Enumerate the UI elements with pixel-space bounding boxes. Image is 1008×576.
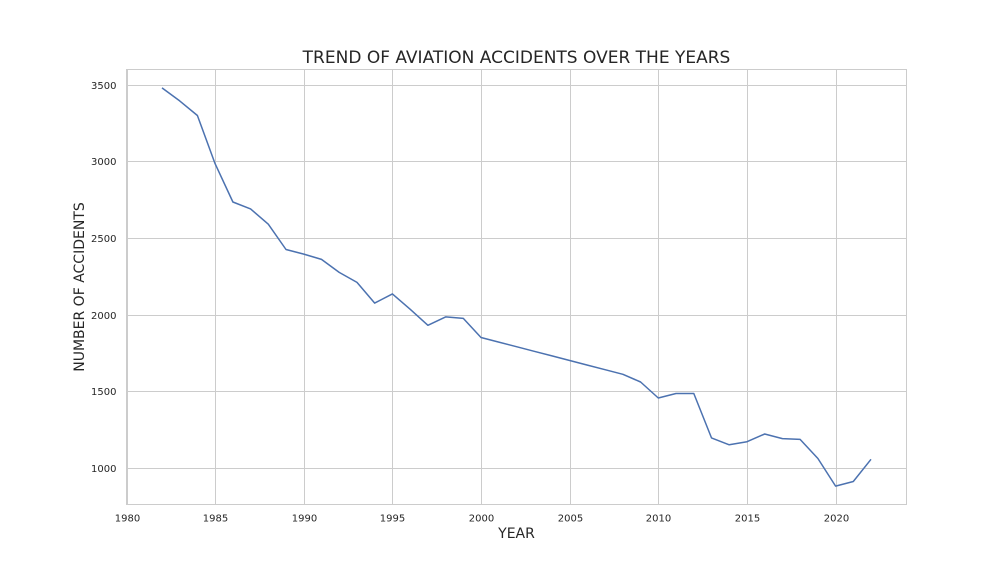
x-tick-label: 1995 (380, 514, 405, 525)
y-tick-label: 3000 (91, 157, 116, 168)
x-tick-label: 2005 (558, 514, 583, 525)
series-line-group (161, 87, 872, 487)
chart-title: TREND OF AVIATION ACCIDENTS OVER THE YEA… (302, 48, 731, 68)
x-tick-label: 1980 (115, 514, 140, 525)
x-tick-label: 2000 (469, 514, 494, 525)
series-line (161, 87, 872, 487)
x-tick-label: 2010 (646, 514, 671, 525)
y-tick-labels: 1000 1500 2000 2500 3000 3500 (91, 81, 116, 475)
x-tick-label: 2015 (735, 514, 760, 525)
x-tick-labels: 1980 1985 1990 1995 2000 2005 2010 2015 2020 (115, 514, 849, 525)
plot-frame (126, 69, 907, 505)
x-tick-label: 1990 (292, 514, 317, 525)
x-tick-label: 1985 (203, 514, 228, 525)
x-tick-label: 2020 (824, 514, 849, 525)
y-tick-label: 3500 (91, 81, 116, 92)
x-axis-label: YEAR (497, 526, 535, 542)
y-tick-label: 2500 (91, 234, 116, 245)
y-tick-label: 2000 (91, 311, 116, 322)
y-tick-label: 1500 (91, 387, 116, 398)
y-axis-label: NUMBER OF ACCIDENTS (72, 202, 88, 372)
grid-lines (126, 69, 907, 505)
y-tick-label: 1000 (91, 464, 116, 475)
